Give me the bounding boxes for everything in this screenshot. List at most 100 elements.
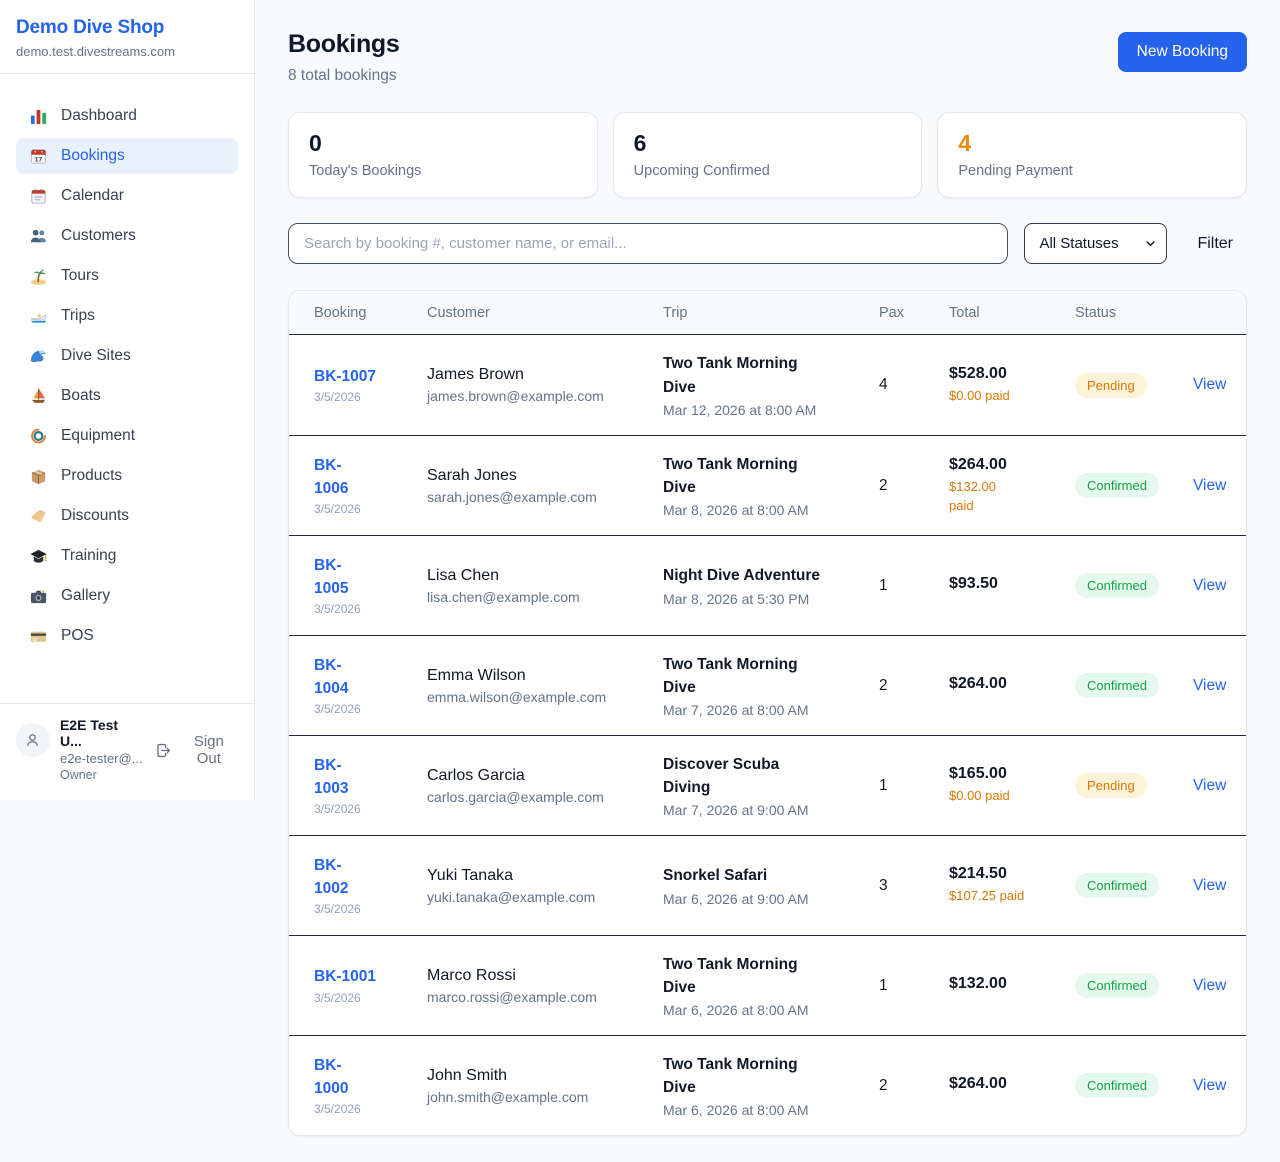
trip-name: Two Tank Morning Dive xyxy=(663,953,879,1000)
sidebar-nav: Dashboard 17 Bookings Calendar Customers… xyxy=(0,74,254,703)
customer-name: Lisa Chen xyxy=(427,566,500,584)
sidebar-item-dive-sites[interactable]: Dive Sites xyxy=(16,338,238,374)
paid-amount: $107.25 paid xyxy=(949,887,1075,905)
sign-out-button[interactable]: Sign Out xyxy=(154,733,238,767)
booking-link[interactable]: BK-1001 xyxy=(314,966,427,988)
view-link[interactable]: View xyxy=(1193,1076,1227,1094)
training-icon xyxy=(29,547,48,566)
trip-name-line2: Dive xyxy=(663,679,696,696)
sidebar-item-customers[interactable]: Customers xyxy=(16,218,238,254)
new-booking-button[interactable]: New Booking xyxy=(1117,32,1247,72)
trip-cell: Two Tank Morning Dive Mar 7, 2026 at 8:0… xyxy=(663,653,879,719)
sidebar: Demo Dive Shop demo.test.divestreams.com… xyxy=(0,0,255,800)
sign-out-label: Sign Out xyxy=(193,733,224,767)
sidebar-footer: E2E Test U... e2e-tester@... Owner Sign … xyxy=(0,703,254,800)
stat-label: Upcoming Confirmed xyxy=(633,163,770,179)
sidebar-item-gallery[interactable]: Gallery xyxy=(16,578,238,614)
main-content: Bookings 8 total bookings New Booking 0 … xyxy=(255,0,1280,1136)
status-badge: Confirmed xyxy=(1075,673,1159,698)
sidebar-item-trips[interactable]: Trips xyxy=(16,298,238,334)
gallery-icon xyxy=(29,587,48,606)
filter-button[interactable]: Filter xyxy=(1183,235,1247,253)
sidebar-item-bookings[interactable]: 17 Bookings xyxy=(16,138,238,174)
search-input[interactable] xyxy=(288,223,1009,264)
boats-icon xyxy=(29,387,48,406)
total-cell: $264.00 xyxy=(949,675,1075,697)
customer-name: Sarah Jones xyxy=(427,466,517,484)
trip-name: Two Tank Morning Dive xyxy=(663,453,879,500)
booking-id-line2: 1005 xyxy=(314,579,349,597)
page-title: Bookings xyxy=(288,30,400,58)
booking-id-line1: BK- xyxy=(314,657,342,675)
discounts-icon xyxy=(29,507,48,526)
sidebar-item-tours[interactable]: Tours xyxy=(16,258,238,294)
stat-card: 0 Today's Bookings xyxy=(288,112,598,198)
booking-link[interactable]: BK- 1005 xyxy=(314,555,427,600)
customer-name: Yuki Tanaka xyxy=(427,866,513,884)
status-cell: Confirmed xyxy=(1075,573,1193,598)
sidebar-item-label: Bookings xyxy=(61,147,125,164)
sidebar-item-label: Boats xyxy=(61,387,101,404)
trip-name-line1: Two Tank Morning xyxy=(663,355,798,373)
sidebar-item-label: Dashboard xyxy=(61,107,137,124)
pax-count: 2 xyxy=(879,476,888,494)
status-cell: Confirmed xyxy=(1075,473,1193,498)
booking-link[interactable]: BK- 1002 xyxy=(314,855,427,900)
customer-cell: John Smith john.smith@example.com xyxy=(427,1067,663,1105)
stat-label: Today's Bookings xyxy=(309,163,422,179)
view-link[interactable]: View xyxy=(1193,576,1227,594)
table-body: BK-1007 3/5/2026 James Brown james.brown… xyxy=(289,335,1246,1135)
table-row: BK- 1005 3/5/2026 Lisa Chen lisa.chen@ex… xyxy=(289,535,1246,635)
sidebar-item-pos[interactable]: POS xyxy=(16,618,238,654)
sidebar-item-discounts[interactable]: Discounts xyxy=(16,498,238,534)
booking-link[interactable]: BK- 1003 xyxy=(314,755,427,800)
sidebar-item-calendar[interactable]: Calendar xyxy=(16,178,238,214)
booking-link[interactable]: BK-1007 xyxy=(314,366,427,388)
total-amount: $214.50 xyxy=(949,865,1007,883)
booking-id-line1: BK- xyxy=(314,1057,342,1075)
booking-link[interactable]: BK- 1000 xyxy=(314,1055,427,1100)
view-link[interactable]: View xyxy=(1193,376,1227,393)
sidebar-item-equipment[interactable]: Equipment xyxy=(16,418,238,454)
paid-line1: $0.00 paid xyxy=(949,788,1010,804)
trip-name-line2: Dive xyxy=(663,378,696,396)
user-name: E2E Test U... xyxy=(59,717,119,749)
signout-icon xyxy=(154,742,173,759)
trip-name: Two Tank Morning Dive xyxy=(663,352,879,399)
sidebar-item-label: Products xyxy=(61,467,123,484)
calendar-icon xyxy=(29,187,48,206)
sidebar-item-training[interactable]: Training xyxy=(16,538,238,574)
paid-line1: $132.00 xyxy=(949,479,996,495)
view-link[interactable]: View xyxy=(1193,476,1227,494)
view-link[interactable]: View xyxy=(1193,876,1227,894)
view-link[interactable]: View xyxy=(1193,676,1227,694)
sidebar-item-products[interactable]: Products xyxy=(16,458,238,494)
booking-date: 3/5/2026 xyxy=(314,501,361,516)
trip-name-line1: Two Tank Morning xyxy=(663,655,798,673)
booking-id-line1: BK-1007 xyxy=(314,367,377,385)
trip-datetime: Mar 8, 2026 at 8:00 AM xyxy=(663,502,809,519)
customer-email: yuki.tanaka@example.com xyxy=(427,888,596,905)
total-cell: $93.50 xyxy=(949,575,1075,597)
view-link[interactable]: View xyxy=(1193,976,1227,994)
booking-date: 3/5/2026 xyxy=(314,701,361,716)
sidebar-item-dashboard[interactable]: Dashboard xyxy=(16,98,238,134)
booking-id-line1: BK- xyxy=(314,457,342,475)
status-badge: Confirmed xyxy=(1075,873,1159,898)
customer-email: carlos.garcia@example.com xyxy=(427,788,604,805)
total-cell: $165.00 $0.00 paid xyxy=(949,765,1075,805)
pax-count: 1 xyxy=(879,976,888,994)
view-link[interactable]: View xyxy=(1193,776,1227,794)
booking-cell: BK- 1002 3/5/2026 xyxy=(314,855,427,916)
table-column-header: Customer xyxy=(427,304,490,321)
customer-cell: Marco Rossi marco.rossi@example.com xyxy=(427,967,663,1005)
stat-card: 6 Upcoming Confirmed xyxy=(612,112,923,198)
customer-name: Marco Rossi xyxy=(427,966,516,984)
svg-text:17: 17 xyxy=(35,156,43,163)
status-filter-select[interactable]: All Statuses xyxy=(1024,223,1168,264)
sidebar-item-boats[interactable]: Boats xyxy=(16,378,238,414)
customer-email: lisa.chen@example.com xyxy=(427,588,580,605)
booking-cell: BK-1001 3/5/2026 xyxy=(314,966,427,1004)
booking-link[interactable]: BK- 1006 xyxy=(314,455,427,500)
booking-link[interactable]: BK- 1004 xyxy=(314,655,427,700)
